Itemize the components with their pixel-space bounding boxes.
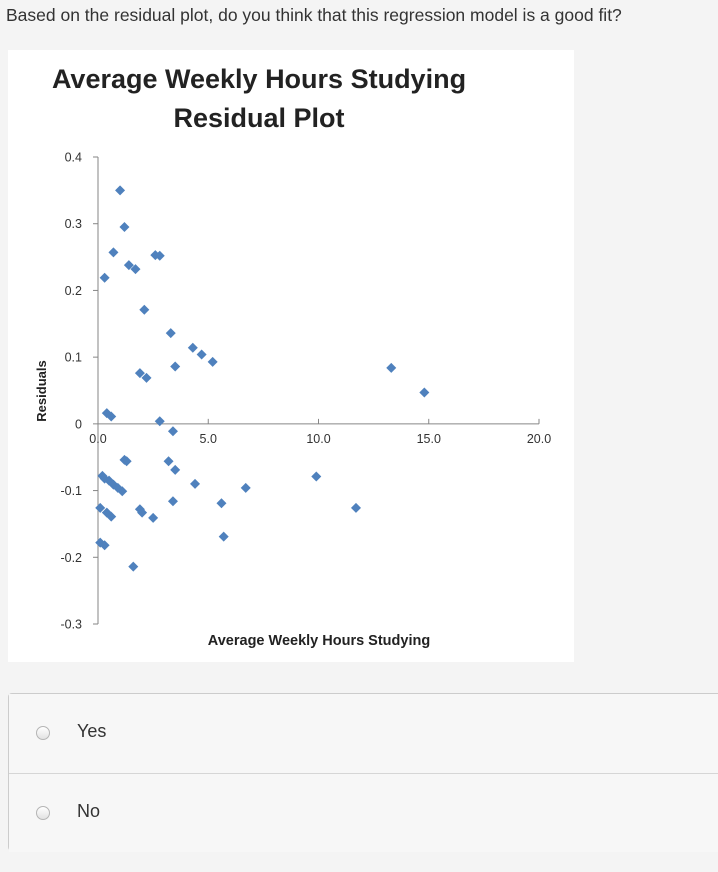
data-point [115, 185, 126, 196]
data-point [106, 411, 117, 422]
data-point [165, 328, 176, 339]
data-point [419, 387, 430, 398]
data-point [167, 426, 178, 437]
data-point [196, 349, 207, 360]
y-tick-label: -0.2 [60, 551, 82, 565]
y-tick-label: -0.3 [60, 618, 82, 632]
residual-plot-chart: Average Weekly Hours Studying Residual P… [8, 50, 574, 662]
data-point [170, 464, 181, 475]
y-tick-label: 0.1 [65, 351, 82, 365]
x-tick-label: 5.0 [200, 432, 217, 446]
question-text: Based on the residual plot, do you think… [6, 5, 622, 25]
answer-options: Yes No [8, 693, 718, 852]
chart-title-line1: Average Weekly Hours Studying [52, 64, 466, 94]
radio-no[interactable] [36, 806, 50, 820]
data-point [350, 502, 361, 513]
data-point [128, 561, 139, 572]
y-axis-label: Residuals [34, 360, 49, 421]
data-point [207, 356, 218, 367]
data-point [216, 498, 227, 509]
y-tick-label: -0.1 [60, 484, 82, 498]
data-point [117, 486, 128, 497]
data-point [134, 368, 145, 379]
option-yes[interactable]: Yes [9, 694, 718, 774]
y-tick-label: 0.3 [65, 217, 82, 231]
data-point [240, 482, 251, 493]
radio-yes[interactable] [36, 726, 50, 740]
data-point [95, 502, 106, 513]
x-axis-label: Average Weekly Hours Studying [208, 633, 430, 649]
data-point [190, 478, 201, 489]
option-no[interactable]: No [9, 774, 718, 852]
data-point [154, 416, 165, 427]
data-point [119, 222, 130, 233]
chart-title-line2: Residual Plot [173, 103, 344, 133]
x-tick-label: 10.0 [306, 432, 330, 446]
chart-svg: Average Weekly Hours Studying Residual P… [34, 64, 551, 649]
data-point [137, 507, 148, 518]
data-point [167, 496, 178, 507]
data-point [311, 471, 322, 482]
option-no-label: No [77, 801, 101, 821]
data-point [108, 247, 119, 258]
x-tick-label: 0.0 [89, 432, 106, 446]
data-point [101, 507, 112, 518]
data-point [99, 272, 110, 283]
data-point [141, 372, 152, 383]
data-point [99, 540, 110, 551]
data-point [218, 531, 229, 542]
data-point [123, 260, 134, 271]
x-tick-label: 20.0 [527, 432, 551, 446]
data-point [130, 264, 141, 275]
x-tick-label: 15.0 [417, 432, 441, 446]
data-point [148, 512, 159, 523]
data-point [121, 456, 132, 467]
data-point [154, 250, 165, 261]
data-point [163, 456, 174, 467]
chart-points [95, 185, 430, 572]
chart-axes: 0.4 0.3 0.2 0.1 0 -0.1 -0.2 -0.3 0.0 5.0 10.0 15.0 2… [60, 151, 551, 632]
data-point [170, 361, 181, 372]
data-point [134, 504, 145, 515]
y-tick-label: 0.4 [65, 151, 82, 165]
y-tick-label: 0.2 [65, 284, 82, 298]
option-yes-label: Yes [77, 721, 107, 741]
y-tick-label: 0 [75, 417, 82, 431]
data-point [139, 304, 150, 315]
data-point [187, 342, 198, 353]
data-point [386, 362, 397, 373]
